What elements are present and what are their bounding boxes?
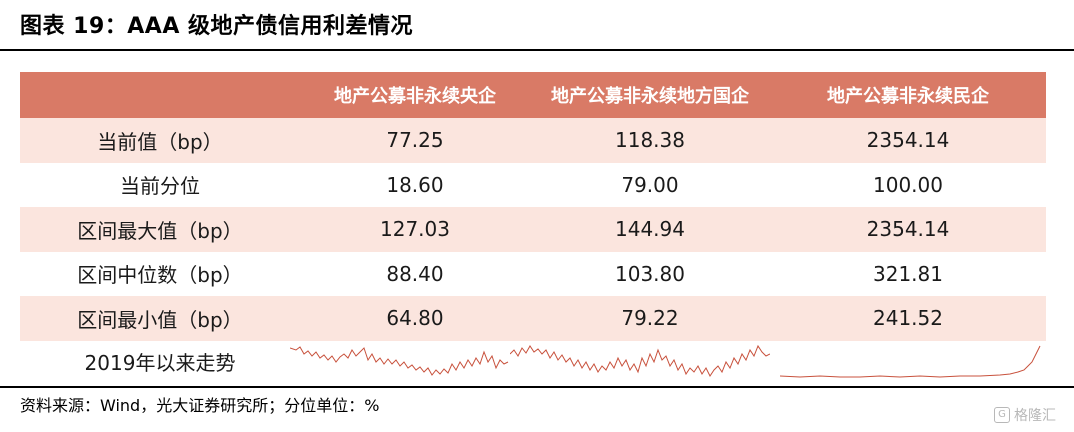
table-cell: 88.40	[386, 261, 444, 286]
spread-table: 地产公募非永续央企 地产公募非永续地方国企 地产公募非永续民企 当前值（bp） …	[20, 72, 1046, 341]
table-row: 当前分位 18.60 79.00 100.00	[20, 163, 1046, 208]
table-cell: 64.80	[386, 306, 444, 331]
watermark-logo-icon: G	[994, 407, 1010, 423]
row-label: 区间最小值（bp）	[77, 307, 243, 332]
trend-label: 2019年以来走势	[84, 351, 236, 375]
table-cell: 18.60	[386, 172, 444, 197]
watermark: G 格隆汇	[994, 405, 1056, 425]
row-label: 区间中位数（bp）	[77, 263, 243, 288]
page-title: 图表 19：AAA 级地产债信用利差情况	[20, 14, 414, 39]
table-row: 当前值（bp） 77.25 118.38 2354.14	[20, 118, 1046, 163]
table-cell: 127.03	[380, 217, 450, 242]
table-cell: 77.25	[386, 128, 444, 153]
header-cell-private: 地产公募非永续民企	[827, 86, 989, 107]
table-cell: 241.52	[873, 306, 943, 331]
table-header-row: 地产公募非永续央企 地产公募非永续地方国企 地产公募非永续民企	[20, 72, 1046, 118]
bottom-divider	[0, 386, 1074, 388]
table-cell: 79.00	[621, 172, 679, 197]
table-cell: 2354.14	[866, 128, 950, 153]
source-note: 资料来源：Wind，光大证券研究所；分位单位：%	[20, 396, 380, 415]
table-cell: 321.81	[873, 261, 943, 286]
table-cell: 79.22	[621, 306, 679, 331]
header-cell-central-soe: 地产公募非永续央企	[334, 86, 496, 107]
table-row: 区间最大值（bp） 127.03 144.94 2354.14	[20, 207, 1046, 252]
table-cell: 2354.14	[866, 217, 950, 242]
row-label: 当前值（bp）	[97, 129, 223, 154]
trend-row: 2019年以来走势	[20, 340, 1046, 386]
table-cell: 103.80	[615, 261, 685, 286]
title-divider	[0, 49, 1074, 51]
table-cell: 118.38	[615, 128, 685, 153]
header-cell-local-soe: 地产公募非永续地方国企	[551, 86, 749, 107]
table-row: 区间中位数（bp） 88.40 103.80 321.81	[20, 252, 1046, 297]
row-label: 区间最大值（bp）	[77, 218, 243, 243]
row-label: 当前分位	[120, 174, 200, 199]
table-cell: 100.00	[873, 172, 943, 197]
watermark-text: 格隆汇	[1014, 408, 1056, 424]
sparkline-private	[780, 345, 1041, 378]
sparkline-local-soe	[510, 344, 770, 377]
sparkline-central-soe	[290, 346, 509, 376]
table-cell: 144.94	[615, 217, 685, 242]
table-row: 区间最小值（bp） 64.80 79.22 241.52	[20, 296, 1046, 341]
